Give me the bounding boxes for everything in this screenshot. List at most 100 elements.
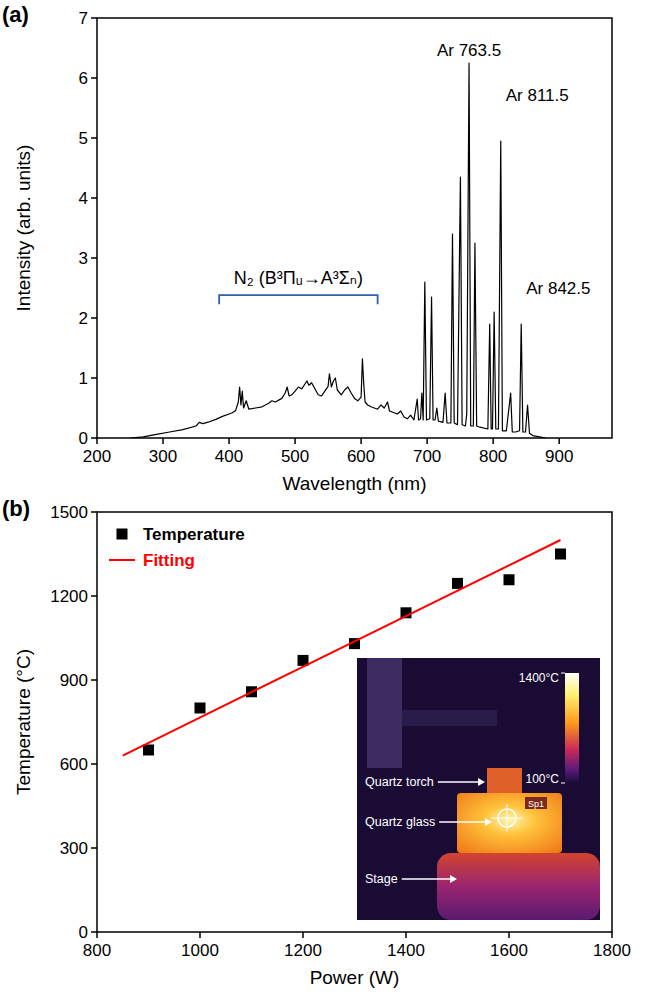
y-tick (91, 17, 97, 19)
panel-label: (b) (2, 496, 30, 521)
panel: (a)20030040050060070080090001234567Wavel… (2, 2, 612, 494)
x-axis-title: Wavelength (nm) (283, 473, 427, 494)
inset-spot (507, 804, 508, 832)
y-axis-title: Intensity (arb. units) (13, 145, 34, 312)
plot-frame (97, 18, 612, 438)
point (555, 549, 566, 560)
inset-label: Quartz torch (365, 775, 434, 789)
x-tick-label: 700 (413, 447, 441, 466)
x-tick (228, 438, 230, 444)
y-tick-label: 2 (79, 309, 88, 328)
figure: (a)20030040050060070080090001234567Wavel… (0, 0, 645, 1004)
x-tick-label: 1800 (593, 941, 631, 960)
legend-label: Temperature (143, 525, 245, 544)
inset: Sp1 1400°C 100°C Quartz torch Quartz glass St… (357, 658, 600, 920)
panel: (b)8001000120014001600180003006009001200… (2, 496, 631, 988)
fit-line (123, 540, 561, 756)
point (452, 578, 463, 589)
inset-torch (487, 768, 522, 793)
y-tick (91, 197, 97, 199)
inset-arrow (439, 821, 486, 823)
y-tick-label: 600 (60, 755, 88, 774)
inset-label: Stage (365, 872, 398, 886)
annotation: N₂ (B³Πᵤ→A³Σₙ) (234, 268, 363, 288)
x-tick (360, 438, 362, 444)
y-tick (91, 763, 97, 765)
inset-label: Quartz glass (365, 815, 435, 829)
colorbar-label: 1400°C (519, 671, 559, 685)
y-tick (91, 137, 97, 139)
inset-spot-label: Sp1 (528, 799, 544, 809)
point (143, 745, 154, 756)
x-tick-label: 800 (479, 447, 507, 466)
y-tick-label: 0 (79, 923, 88, 942)
annotation: Ar 842.5 (526, 279, 590, 298)
x-tick (611, 932, 613, 938)
y-axis-title: Temperature (°C) (13, 649, 34, 795)
x-tick (492, 438, 494, 444)
y-tick-label: 1500 (50, 503, 88, 522)
inset-arrow-head (485, 818, 492, 826)
y-tick-label: 0 (79, 429, 88, 448)
annotation: Ar 811.5 (506, 86, 569, 105)
x-tick-label: 300 (149, 447, 177, 466)
annotation: Ar 763.5 (437, 41, 501, 60)
inset-arrow-head (450, 875, 457, 883)
x-tick (199, 932, 201, 938)
inset-background (357, 658, 600, 920)
colorbar (565, 673, 579, 783)
x-axis-title: Power (W) (310, 967, 400, 988)
x-tick (302, 932, 304, 938)
x-tick-label: 1000 (181, 941, 219, 960)
y-tick-label: 1 (79, 369, 88, 388)
y-tick-label: 300 (60, 839, 88, 858)
x-tick-label: 600 (347, 447, 375, 466)
panel-label: (a) (2, 2, 29, 27)
x-tick-label: 800 (83, 941, 111, 960)
x-tick (96, 438, 98, 444)
inset-spot-box (525, 797, 547, 809)
legend-label: Fitting (143, 551, 195, 570)
y-tick-label: 900 (60, 671, 88, 690)
legend-marker (117, 529, 128, 540)
y-tick-label: 4 (79, 189, 88, 208)
x-tick-label: 500 (281, 447, 309, 466)
x-tick-label: 200 (83, 447, 111, 466)
inset-arrow (438, 781, 479, 783)
inset-stage (437, 853, 600, 920)
x-tick-label: 400 (215, 447, 243, 466)
colorbar-label: 100°C (526, 772, 560, 786)
inset-shape (367, 658, 402, 768)
x-tick (162, 438, 164, 444)
point (504, 574, 515, 585)
x-tick-label: 1600 (490, 941, 528, 960)
y-tick (91, 377, 97, 379)
bracket (219, 295, 377, 304)
y-tick (91, 847, 97, 849)
colorbar-tick (561, 673, 565, 674)
y-tick (91, 77, 97, 79)
x-tick (96, 932, 98, 938)
plot-data (130, 63, 546, 438)
y-tick (91, 595, 97, 597)
y-tick (91, 679, 97, 681)
y-tick (91, 257, 97, 259)
inset-shape (402, 710, 497, 726)
legend-line (109, 559, 135, 561)
plot-frame (97, 512, 612, 932)
x-tick (294, 438, 296, 444)
x-tick (405, 932, 407, 938)
x-tick-label: 900 (545, 447, 573, 466)
y-tick (91, 317, 97, 319)
x-tick (508, 932, 510, 938)
point (195, 703, 206, 714)
y-tick-label: 7 (79, 9, 88, 28)
y-tick-label: 6 (79, 69, 88, 88)
y-tick (91, 511, 97, 513)
x-tick (426, 438, 428, 444)
y-tick-label: 1200 (50, 587, 88, 606)
y-tick (91, 437, 97, 439)
y-tick (91, 931, 97, 933)
x-tick (558, 438, 560, 444)
x-tick-label: 1200 (284, 941, 322, 960)
